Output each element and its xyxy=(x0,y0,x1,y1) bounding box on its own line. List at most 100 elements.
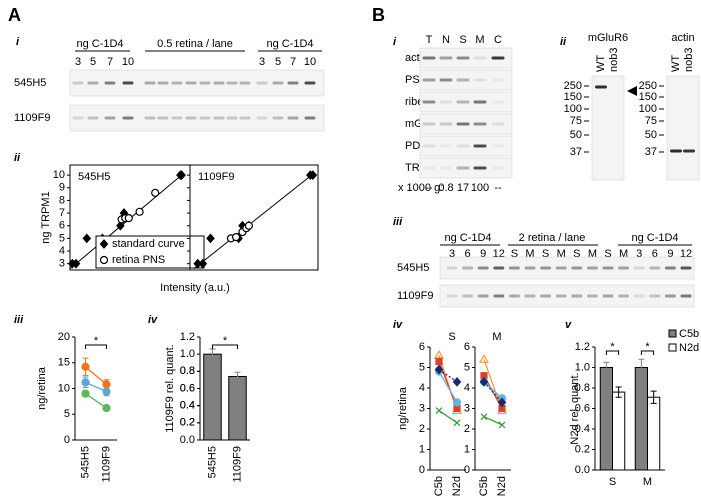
y-tick-label: 0.0 xyxy=(575,464,590,476)
band xyxy=(456,100,470,104)
y-tick-label: 0.8 xyxy=(575,382,590,394)
lane-label: S xyxy=(459,34,466,46)
band xyxy=(199,81,211,85)
band xyxy=(649,266,661,270)
y-tick-label: 1.2 xyxy=(575,341,590,353)
panel-label: v xyxy=(565,319,572,331)
g-value: 100 xyxy=(471,182,489,194)
point xyxy=(244,221,253,230)
bar xyxy=(228,375,247,441)
band xyxy=(508,294,520,298)
row-label: PDI xyxy=(405,140,423,152)
lane-label: nob3 xyxy=(683,48,695,72)
y-tick-label: 6 xyxy=(464,341,470,353)
y-tick-label: 1 xyxy=(419,443,425,455)
y-tick-label: 0.8 xyxy=(180,365,195,377)
chart-title: M xyxy=(492,331,501,343)
band xyxy=(439,122,453,126)
chart-title: 1109F9 xyxy=(198,171,235,183)
y-tick-label: 4 xyxy=(419,382,425,394)
significance-bracket xyxy=(605,350,620,355)
point xyxy=(124,214,133,223)
band xyxy=(540,294,552,298)
y-axis-label: N2d rel. quant. xyxy=(569,372,581,444)
band xyxy=(586,266,598,270)
band xyxy=(477,266,489,270)
lane-label: 5 xyxy=(90,56,96,68)
lane-label: 7 xyxy=(290,56,296,68)
blot xyxy=(419,157,513,179)
row-label: 1109F9 xyxy=(397,290,434,302)
band xyxy=(304,116,316,120)
lane-label: WT xyxy=(595,55,607,72)
band xyxy=(422,166,436,170)
band xyxy=(104,116,116,120)
y-tick-label: 0.0 xyxy=(180,434,195,446)
bar xyxy=(599,367,613,471)
band xyxy=(555,294,567,298)
blot xyxy=(419,69,513,91)
y-tick-label: 3 xyxy=(464,402,470,414)
band xyxy=(144,116,156,120)
y-tick-label: 1 xyxy=(464,443,470,455)
y-tick-label: 1.2 xyxy=(180,331,195,343)
legend-swatch xyxy=(668,329,677,338)
y-tick-label: 0.2 xyxy=(575,443,590,455)
ladder-label: 150 xyxy=(564,91,582,103)
error-bar xyxy=(603,361,610,374)
y-tick-label: 9 xyxy=(59,182,65,194)
panel-label: i xyxy=(393,36,397,48)
blot xyxy=(419,135,513,157)
ladder-label: 37 xyxy=(570,146,582,158)
band xyxy=(439,78,453,82)
band xyxy=(72,116,84,120)
band xyxy=(473,78,487,82)
point xyxy=(453,419,461,427)
band xyxy=(670,149,682,153)
band xyxy=(157,116,169,120)
x-tick-label: 545H5 xyxy=(206,446,218,478)
blot xyxy=(439,256,695,280)
fit-line xyxy=(193,174,312,270)
significance-mark: * xyxy=(223,335,228,347)
y-tick-label: 0.6 xyxy=(180,382,195,394)
y-tick-label: 0 xyxy=(464,464,470,476)
series-line xyxy=(85,393,107,409)
band xyxy=(439,144,453,148)
band xyxy=(439,166,453,170)
legend-marker xyxy=(99,255,109,265)
lane-label: 10 xyxy=(122,56,134,68)
band xyxy=(473,122,487,126)
lane-label: 10 xyxy=(304,56,316,68)
plot-frame xyxy=(189,164,319,271)
band xyxy=(491,56,505,60)
y-tick-label: 5 xyxy=(419,361,425,373)
legend-label: N2d xyxy=(679,342,699,354)
panel-letter: A xyxy=(8,5,21,25)
row-label: 1109F9 xyxy=(14,112,51,124)
y-tick-label: 0.4 xyxy=(180,400,195,412)
point xyxy=(198,258,208,269)
band xyxy=(239,116,251,120)
y-tick-label: 0.6 xyxy=(575,402,590,414)
blot xyxy=(419,91,513,113)
point xyxy=(116,220,125,231)
series-line xyxy=(483,416,503,426)
error-bar xyxy=(209,348,216,360)
lane-label: T xyxy=(426,34,433,46)
band xyxy=(446,266,458,270)
band xyxy=(555,266,567,270)
x-tick-label: S xyxy=(609,476,616,488)
lane-label: M xyxy=(588,248,597,260)
band xyxy=(602,266,614,270)
band xyxy=(422,56,436,60)
band xyxy=(491,78,505,82)
panel-label: ii xyxy=(14,152,21,164)
y-tick-label: 7 xyxy=(59,207,65,219)
lane-label: nob3 xyxy=(608,48,620,72)
band xyxy=(477,294,489,298)
panel-label: iv xyxy=(148,314,158,326)
row-label: 545H5 xyxy=(14,77,46,89)
band xyxy=(649,294,661,298)
band xyxy=(618,294,630,298)
